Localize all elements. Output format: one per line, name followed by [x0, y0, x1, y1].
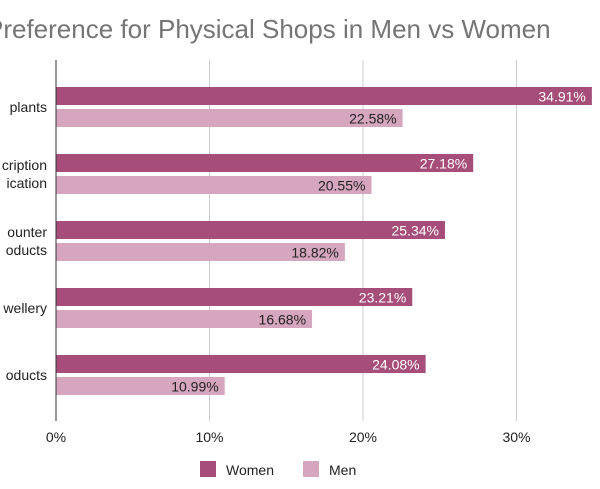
x-tick-label: 10%	[195, 429, 223, 445]
x-tick-label: 20%	[349, 429, 377, 445]
legend: Women Men	[200, 461, 356, 478]
data-label: 18.82%	[291, 245, 338, 261]
bar-women	[56, 355, 426, 373]
category-label: wellery	[2, 300, 47, 316]
bar-women	[56, 221, 445, 239]
data-label: 22.58%	[349, 111, 396, 127]
bar-men	[56, 377, 225, 395]
category-label: plants	[10, 99, 47, 115]
legend-swatch-women	[200, 461, 216, 477]
bar-men	[56, 109, 403, 127]
bar-men	[56, 176, 372, 194]
bar-men	[56, 243, 345, 261]
data-label: 27.18%	[420, 156, 467, 172]
x-axis-ticks: 0% 10% 20% 30%	[46, 429, 531, 445]
legend-label-women: Women	[226, 462, 274, 478]
category-labels: plants cription ication ounter oducts wellery…	[2, 99, 47, 383]
data-label: 24.08%	[372, 357, 419, 373]
bar-women	[56, 288, 413, 306]
data-label: 34.91%	[538, 89, 585, 105]
x-tick-label: 0%	[46, 429, 66, 445]
category-label: cription	[2, 157, 47, 173]
data-label: 25.34%	[391, 223, 438, 239]
data-label: 16.68%	[259, 312, 306, 328]
bar-men	[56, 310, 313, 328]
data-label: 10.99%	[171, 379, 218, 395]
bar-women	[56, 87, 592, 105]
category-label: ounter	[7, 224, 47, 240]
chart-title: Preference for Physical Shops in Men vs …	[0, 14, 551, 44]
bar-women	[56, 154, 474, 172]
data-label: 23.21%	[359, 290, 406, 306]
category-label: oducts	[6, 367, 47, 383]
legend-swatch-men	[303, 461, 319, 477]
bars: 34.91% 22.58% 27.18% 20.55% 25.34% 18.82% 23.2…	[56, 87, 592, 395]
category-label: ication	[7, 175, 47, 191]
category-label: oducts	[6, 242, 47, 258]
legend-label-men: Men	[329, 462, 356, 478]
x-tick-label: 30%	[502, 429, 530, 445]
data-label: 20.55%	[318, 178, 365, 194]
